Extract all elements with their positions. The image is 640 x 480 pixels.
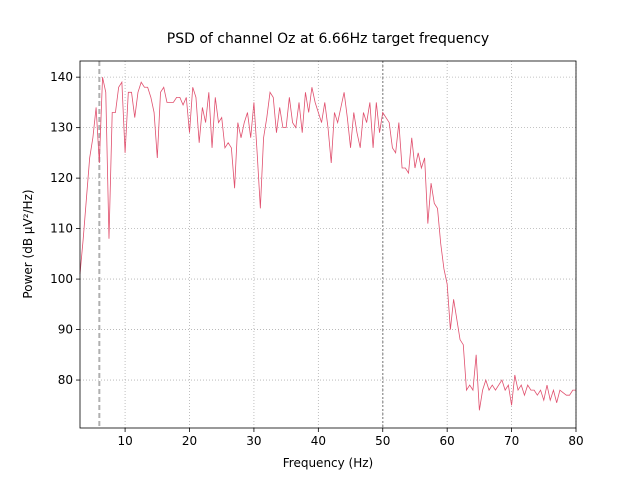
y-tick-label: 110: [50, 222, 73, 236]
x-tick-label: 20: [182, 434, 197, 448]
y-tick-label: 120: [50, 171, 73, 185]
x-tick-label: 80: [568, 434, 583, 448]
y-tick-label: 130: [50, 121, 73, 135]
y-axis-label: Power (dB µV²/Hz): [21, 189, 35, 298]
axes-frame: [79, 60, 577, 429]
x-tick-label: 70: [504, 434, 519, 448]
chart-title: PSD of channel Oz at 6.66Hz target frequ…: [167, 31, 489, 47]
y-tick-label: 100: [50, 272, 73, 286]
y-tick-label: 90: [58, 323, 73, 337]
x-tick-label: 50: [375, 434, 390, 448]
x-tick-label: 30: [246, 434, 261, 448]
x-tick-label: 60: [440, 434, 455, 448]
y-tick-label: 80: [58, 373, 73, 387]
x-axis-label: Frequency (Hz): [283, 456, 374, 470]
data-line: [79, 77, 576, 411]
x-tick-label: 40: [311, 434, 326, 448]
y-tick-label: 140: [50, 70, 73, 84]
x-tick-label: 10: [117, 434, 132, 448]
